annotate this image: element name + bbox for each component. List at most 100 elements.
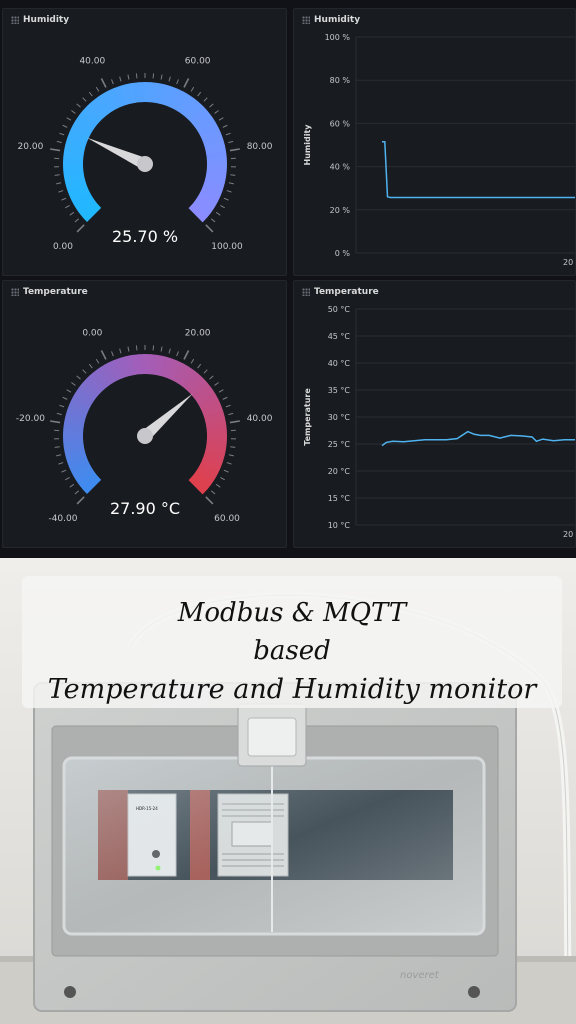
gauge-arc-segment: [197, 121, 219, 137]
gauge-arc-segment: [87, 373, 106, 393]
gauge-tick: [58, 190, 64, 193]
drag-handle-icon[interactable]: [11, 288, 19, 296]
gauge-tick: [214, 110, 219, 114]
gauge-tick: [56, 140, 62, 144]
gauge-arc-segment: [132, 354, 141, 375]
gauge-arc-segment: [91, 97, 109, 117]
gauge-arc-segment: [63, 173, 85, 184]
gauge-arc-segment: [67, 132, 88, 145]
gauge-tick: [190, 86, 195, 92]
gauge-arc-segment: [102, 362, 118, 384]
gauge-arc-segment: [181, 97, 199, 118]
gauge-arc-segment: [82, 203, 102, 222]
gauge-needle: [86, 137, 148, 170]
y-tick-label: 20 °C: [328, 467, 351, 476]
gauge-tick: [220, 204, 225, 209]
gauge-tick: [176, 351, 179, 357]
gauge-arc-segment: [164, 86, 177, 107]
gauge-tick: [62, 124, 68, 128]
gauge-tick: [71, 110, 76, 114]
gauge-arc-segment: [71, 392, 93, 408]
y-tick-label: 50 °C: [328, 305, 351, 314]
gauge-tick: [176, 79, 179, 85]
gauge-arc-segment: [96, 93, 114, 114]
gauge-tick-label: -20.00: [16, 414, 45, 424]
drag-handle-icon[interactable]: [302, 16, 310, 24]
gauge-tick: [111, 79, 114, 85]
gauge-hub: [137, 428, 153, 444]
gauge-arc-segment: [192, 382, 212, 400]
series-line: [381, 430, 575, 447]
gauge-arc-segment: [202, 455, 223, 468]
temperature-chart-panel[interactable]: Temperature 50 °C 45 °C 40 °C 35 °C 30 °C 25 …: [293, 280, 576, 548]
caption-line-1: Modbus & MQTT: [177, 598, 407, 628]
gauge-arc-segment: [66, 454, 88, 468]
gauge-arc-segment: [69, 126, 91, 141]
screw: [468, 986, 480, 998]
gauge-tick-label: 40.00: [79, 57, 105, 67]
gauge-tick: [220, 476, 225, 481]
enclosure-logo: noveret: [400, 970, 440, 981]
humidity-chart-panel[interactable]: Humidity 100 % 80 % 60 % 40 % 20 % 0 % Humidit…: [293, 8, 576, 276]
gauge-arc-segment: [65, 410, 87, 422]
gauge-tick: [183, 78, 190, 88]
gauge-tick: [76, 375, 81, 380]
gauge-tick: [127, 74, 130, 80]
panel-title: Temperature: [314, 287, 379, 297]
gauge-tick: [71, 382, 76, 386]
y-tick-label: 35 °C: [328, 386, 351, 395]
humidity-gauge-panel[interactable]: Humidity 0.00 20.00 40.00 60.00 80.00 100.00 2…: [2, 8, 287, 276]
drag-handle-icon[interactable]: [302, 288, 310, 296]
gauge-tick: [56, 454, 62, 457]
gauge-tick: [229, 148, 240, 152]
panel-header[interactable]: Temperature: [11, 287, 88, 297]
gauge-arc-segment: [206, 440, 227, 450]
gauge-arc-segment: [203, 450, 225, 462]
gauge-arc-segment: [168, 360, 183, 382]
x-tick-label: 20: [563, 530, 573, 539]
gauge-arc-segment: [65, 449, 87, 462]
gauge-arc-segment: [67, 404, 88, 417]
temperature-gauge-panel[interactable]: Temperature -40.00 -20.00 0.00 20.00 40.00 60…: [2, 280, 287, 548]
gauge-arc-segment: [119, 356, 132, 378]
screw: [64, 986, 76, 998]
gauge-arc-segment: [125, 82, 136, 104]
gauge-tick: [61, 197, 67, 201]
panel-header[interactable]: Temperature: [302, 287, 379, 297]
gauge-arc-segment: [78, 472, 98, 490]
gauge-arc-segment: [206, 151, 227, 160]
gauge-arc-segment: [82, 475, 102, 494]
gauge-tick: [210, 218, 216, 223]
gauge-tick-label: 20.00: [185, 329, 211, 339]
gauge-tick: [65, 204, 70, 209]
gauge-arc-segment: [197, 192, 219, 208]
gauge-tick: [215, 483, 221, 488]
gauge-tick: [119, 76, 122, 82]
gauge-tick: [50, 148, 61, 152]
gauge-tick: [225, 132, 231, 136]
y-tick-label: 80 %: [330, 76, 351, 85]
caption-line-3: Temperature and Humidity monitor: [47, 674, 537, 705]
gauge-arc-segment: [107, 360, 122, 381]
gauge-tick: [160, 74, 163, 80]
gauge-tick: [66, 117, 72, 121]
x-tick-label: 20: [563, 258, 573, 267]
gauge-tick: [209, 103, 214, 108]
gauge-tick: [183, 350, 190, 360]
drag-handle-icon[interactable]: [11, 16, 19, 24]
y-tick-label: 0 %: [335, 249, 351, 258]
gauge-tick: [223, 469, 229, 473]
panel-header[interactable]: Humidity: [302, 15, 360, 25]
panel-header[interactable]: Humidity: [11, 15, 69, 25]
gauge-arc-segment: [63, 440, 84, 449]
gauge-arc-segment: [132, 82, 141, 103]
gauge-arc-segment: [205, 144, 227, 155]
gauge-needle: [141, 393, 193, 441]
gauge-tick-label: 20.00: [18, 142, 44, 152]
gauge-arc-segment: [65, 177, 87, 190]
gauge-tick: [100, 78, 107, 88]
gauge-tick: [230, 174, 236, 176]
gauge-tick: [50, 420, 61, 424]
transparent-cover: [62, 756, 486, 936]
y-axis-label: Temperature: [303, 388, 312, 446]
